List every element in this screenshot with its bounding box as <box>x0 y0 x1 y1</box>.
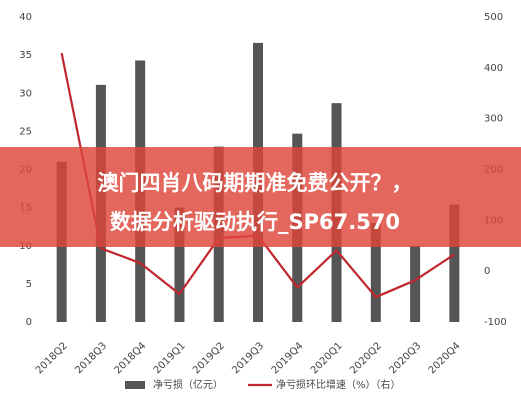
bar <box>410 245 421 322</box>
legend-label: 净亏损环比增速（%）（右） <box>276 378 401 391</box>
y-tick-label: 0 <box>26 317 32 328</box>
y-tick-label: 40 <box>19 12 32 23</box>
y-tick-label: 25 <box>19 126 32 137</box>
bar <box>370 222 381 322</box>
y2-tick-label: 500 <box>484 12 503 23</box>
legend-swatch <box>125 381 145 389</box>
y2-tick-label: -100 <box>484 317 507 328</box>
legend-label: 净亏损（亿元） <box>153 378 223 391</box>
y2-tick-label: 0 <box>484 266 490 277</box>
banner-line: 澳门四肖八码期期准免费公开？， <box>98 171 413 195</box>
banner-line: 数据分析驱动执行_SP67.570 <box>110 210 400 234</box>
y2-tick-label: 300 <box>484 114 503 125</box>
banner <box>0 147 521 247</box>
bar <box>174 207 185 322</box>
y-tick-label: 30 <box>19 88 32 99</box>
y2-tick-label: 400 <box>484 63 503 74</box>
bar <box>449 204 460 322</box>
y-tick-label: 5 <box>26 279 32 290</box>
y-tick-label: 35 <box>19 50 32 61</box>
